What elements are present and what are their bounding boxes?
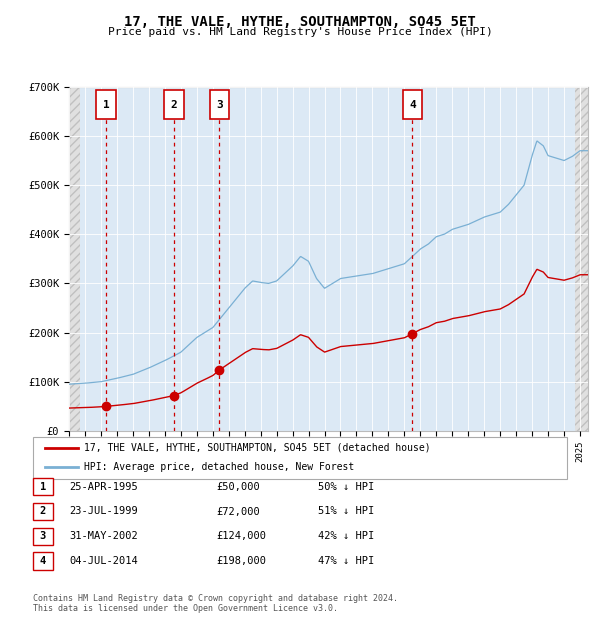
Text: 3: 3 <box>40 531 46 541</box>
FancyBboxPatch shape <box>96 91 116 120</box>
Text: 23-JUL-1999: 23-JUL-1999 <box>69 507 138 516</box>
FancyBboxPatch shape <box>403 91 422 120</box>
Text: 2: 2 <box>40 507 46 516</box>
Text: 31-MAY-2002: 31-MAY-2002 <box>69 531 138 541</box>
Text: 47% ↓ HPI: 47% ↓ HPI <box>318 556 374 566</box>
Text: £72,000: £72,000 <box>216 507 260 516</box>
Text: £50,000: £50,000 <box>216 482 260 492</box>
Text: £198,000: £198,000 <box>216 556 266 566</box>
Text: 25-APR-1995: 25-APR-1995 <box>69 482 138 492</box>
Text: 17, THE VALE, HYTHE, SOUTHAMPTON, SO45 5ET: 17, THE VALE, HYTHE, SOUTHAMPTON, SO45 5… <box>124 16 476 30</box>
Text: 1: 1 <box>103 100 109 110</box>
Text: 2: 2 <box>170 100 177 110</box>
Text: £124,000: £124,000 <box>216 531 266 541</box>
Text: 3: 3 <box>216 100 223 110</box>
FancyBboxPatch shape <box>209 91 229 120</box>
Text: 04-JUL-2014: 04-JUL-2014 <box>69 556 138 566</box>
Text: Contains HM Land Registry data © Crown copyright and database right 2024.: Contains HM Land Registry data © Crown c… <box>33 594 398 603</box>
Text: 4: 4 <box>40 556 46 566</box>
FancyBboxPatch shape <box>164 91 184 120</box>
Text: 4: 4 <box>409 100 416 110</box>
Text: HPI: Average price, detached house, New Forest: HPI: Average price, detached house, New … <box>84 462 354 472</box>
Text: This data is licensed under the Open Government Licence v3.0.: This data is licensed under the Open Gov… <box>33 604 338 613</box>
Text: Price paid vs. HM Land Registry's House Price Index (HPI): Price paid vs. HM Land Registry's House … <box>107 27 493 37</box>
Text: 50% ↓ HPI: 50% ↓ HPI <box>318 482 374 492</box>
Text: 51% ↓ HPI: 51% ↓ HPI <box>318 507 374 516</box>
Text: 1: 1 <box>40 482 46 492</box>
Text: 17, THE VALE, HYTHE, SOUTHAMPTON, SO45 5ET (detached house): 17, THE VALE, HYTHE, SOUTHAMPTON, SO45 5… <box>84 443 431 453</box>
Text: 42% ↓ HPI: 42% ↓ HPI <box>318 531 374 541</box>
